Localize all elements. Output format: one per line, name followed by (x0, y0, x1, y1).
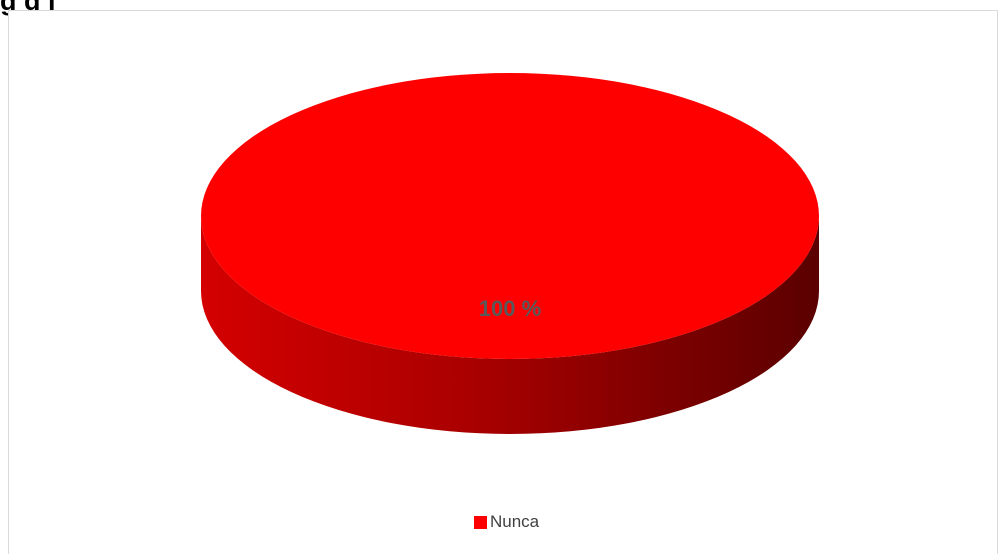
pie-slice-side-nunca (201, 216, 819, 434)
legend-label-nunca: Nunca (490, 512, 540, 531)
data-label-nunca: 100 % (479, 296, 541, 321)
pie-slice-nunca (201, 73, 819, 359)
legend: Nunca (474, 512, 539, 532)
legend-swatch-nunca (474, 515, 487, 529)
